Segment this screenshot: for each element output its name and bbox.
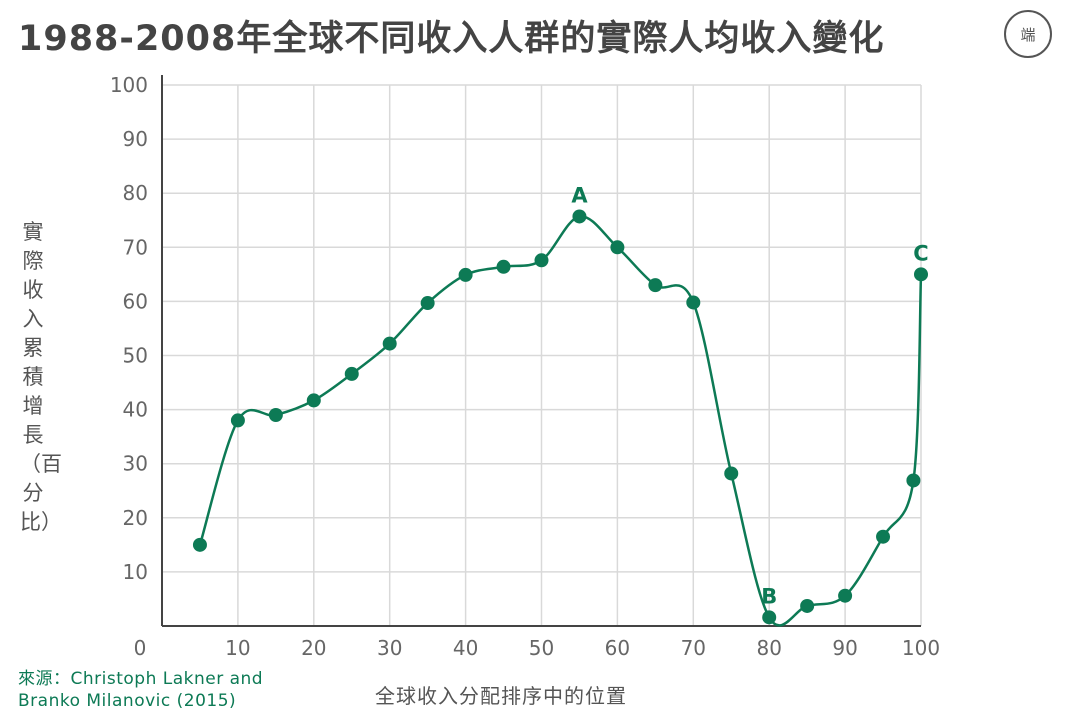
x-tick-labels: 0 10 20 30 40 50 60 70 80 90 100 [134, 636, 940, 660]
data-point [420, 296, 435, 311]
source-note: 來源：Christoph Lakner and Branko Milanovic… [18, 669, 264, 711]
y-tick-label: 100 [110, 73, 148, 97]
x-tick-label: 40 [453, 636, 478, 660]
data-point [724, 466, 739, 481]
x-tick-label: 90 [832, 636, 857, 660]
x-tick-label: 20 [301, 636, 326, 660]
data-point [610, 240, 625, 255]
data-point [230, 413, 245, 428]
data-point [838, 588, 853, 603]
data-point [914, 267, 928, 282]
annotation-label: C [913, 241, 928, 265]
data-point [268, 408, 283, 423]
logo-icon: 端 [1004, 10, 1052, 58]
y-axis-label: 實際收入累積增長（百分比） [20, 220, 62, 534]
data-point [800, 598, 815, 613]
data-point [648, 278, 663, 293]
data-point [496, 259, 511, 274]
y-tick-label: 80 [123, 181, 148, 205]
x-tick-label: 100 [902, 636, 940, 660]
y-tick-label: 20 [123, 506, 148, 530]
data-point [572, 209, 587, 224]
y-tick-label: 30 [123, 452, 148, 476]
x-tick-label: 0 [134, 636, 147, 660]
chart-grid [162, 84, 922, 626]
data-point [762, 610, 777, 625]
x-tick-label: 60 [605, 636, 630, 660]
data-point [686, 295, 701, 310]
x-tick-label: 50 [529, 636, 554, 660]
data-point [534, 253, 549, 268]
x-tick-label: 30 [377, 636, 402, 660]
y-tick-label: 50 [123, 344, 148, 368]
annotation-label: B [761, 584, 777, 608]
y-tick-label: 70 [123, 235, 148, 259]
y-tick-labels: 10 20 30 40 50 60 70 80 90 100 [110, 73, 148, 584]
x-axis-label: 全球收入分配排序中的位置 [375, 684, 627, 708]
chart-axes [161, 75, 921, 627]
x-tick-label: 10 [225, 636, 250, 660]
chart-annotations: A B C [571, 183, 928, 608]
y-tick-label: 40 [123, 398, 148, 422]
chart-series [198, 215, 923, 627]
data-point [906, 473, 921, 488]
data-point [382, 336, 397, 351]
y-tick-label: 60 [123, 289, 148, 313]
chart-points [192, 209, 928, 625]
chart-title: 1988-2008年全球不同收入人群的實際人均收入變化 [18, 19, 885, 59]
series-line [198, 215, 923, 627]
y-tick-label: 10 [123, 560, 148, 584]
data-point [876, 529, 891, 544]
x-tick-label: 80 [756, 636, 781, 660]
data-point [344, 366, 359, 381]
x-tick-label: 70 [681, 636, 706, 660]
data-point [192, 537, 207, 552]
annotation-label: A [571, 183, 588, 207]
y-tick-label: 90 [123, 127, 148, 151]
data-point [458, 267, 473, 282]
data-point [306, 393, 321, 408]
